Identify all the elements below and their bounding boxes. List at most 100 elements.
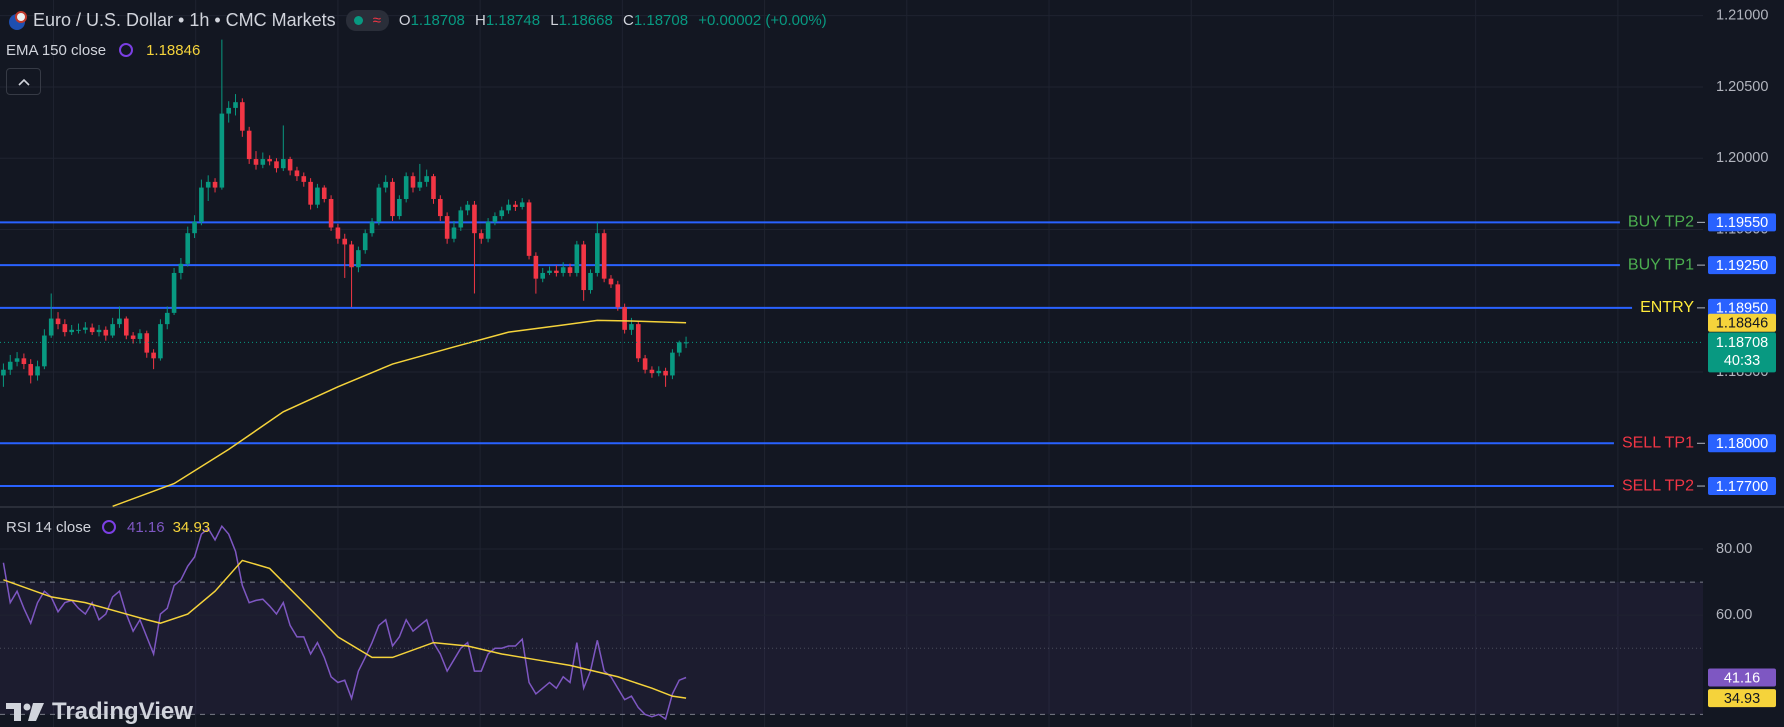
candle-body [519,202,525,207]
candle-body [574,244,580,273]
candle-body [478,233,484,239]
candle-body [212,181,218,188]
candle-body [444,216,450,239]
candle-body [533,255,539,279]
candle-body [410,176,416,188]
ohlc-value: 1.18708 [633,11,689,29]
candle-body [308,181,313,205]
candle-body [164,312,170,325]
candle-body [294,170,300,177]
candle-body [130,335,136,339]
candle-body [622,307,627,330]
candle-body [438,198,443,217]
candle-body [171,272,177,313]
candle-body [369,221,375,234]
candle-body [465,204,470,211]
candle-body [601,233,607,279]
candle-body [287,159,293,171]
watermark-text: TradingView [52,698,193,725]
symbol-title: Euro / U.S. Dollar • 1h • CMC Markets [33,9,336,30]
candle-body [342,238,348,245]
ema-name: EMA 150 close [6,41,107,59]
ema-line [112,319,687,507]
candle-body [547,270,552,273]
candle-body [629,324,634,330]
ema-value-label: 1.18846 [1716,316,1768,332]
candle-body [96,329,102,333]
candle-body [233,102,238,108]
y-tick-label: 1.20500 [1716,79,1768,95]
candle-body [608,278,614,285]
ohlc-label: L [550,11,559,29]
candle-body [240,102,245,131]
candle-body [397,198,402,217]
candle-body [226,107,231,114]
delay-icon: ≈ [372,11,381,29]
candle-body [581,244,586,291]
candle-body [540,272,546,279]
status-pill[interactable]: ≈ [345,9,389,31]
level-label: SELL TP2 [1622,477,1694,494]
candle-body [315,187,320,205]
candle-body [554,270,559,273]
candle-body [28,364,34,376]
ohlc-label: C [623,11,634,29]
candle-body [526,202,532,256]
candle-body [267,159,272,162]
candle-body [472,204,477,234]
candle-body [383,181,388,188]
candle-body [123,318,129,336]
candle-body [390,181,395,217]
candle-body [199,187,204,222]
candle-body [458,210,464,228]
indicator-icon[interactable] [99,517,119,537]
candle-body [69,329,74,333]
indicator-icon[interactable] [116,40,136,60]
rsi-value-label: 41.16 [1724,670,1760,686]
candle-body [321,187,327,199]
level-value-label: 1.18950 [1716,301,1768,317]
candle-body [683,342,689,344]
chevron-icon [17,78,30,86]
candle-body [158,324,163,359]
candle-body [281,159,286,169]
level-label: BUY TP2 [1628,214,1694,231]
rsi-ma-line [3,559,687,699]
candle-body [260,159,266,165]
last-price-label: 1.18708 [1716,335,1768,351]
collapse-button[interactable] [6,68,41,95]
candle-body [595,233,600,273]
ohlc-value: 1.18668 [558,11,613,29]
level-value-label: 1.19550 [1716,215,1768,231]
flag-icon [9,11,27,30]
ohlc-legend: O1.18708 H1.18748 L1.18668 C1.18708 +0.0… [399,12,833,29]
level-value-box [1708,477,1776,496]
candle-body [42,335,47,367]
rsi-value-label: 34.93 [1724,691,1760,707]
candle-body [62,324,68,333]
last-price-box [1708,332,1776,373]
candle-body [7,361,13,370]
rsi-value-box [1708,668,1776,687]
candle-body [567,267,573,273]
candle-body [513,204,518,207]
level-value-label: 1.19250 [1716,258,1768,274]
candle-body [424,176,429,182]
ema-value-box [1708,313,1776,332]
ohlc-value: 1.18748 [485,11,541,29]
candle-body [21,358,27,365]
symbol-legend: Euro / U.S. Dollar • 1h • CMC Markets ≈ … [6,8,833,32]
candle-body [137,333,143,339]
candle-body [55,318,61,325]
candle-body [356,250,361,268]
candle-body [178,263,184,273]
candle-body [89,327,95,333]
ohlc-label: O [398,11,411,29]
candle-body [615,284,621,308]
candle-body [35,366,40,376]
candle-body [335,227,341,239]
candle-body [144,333,150,353]
candle-body [253,159,259,165]
